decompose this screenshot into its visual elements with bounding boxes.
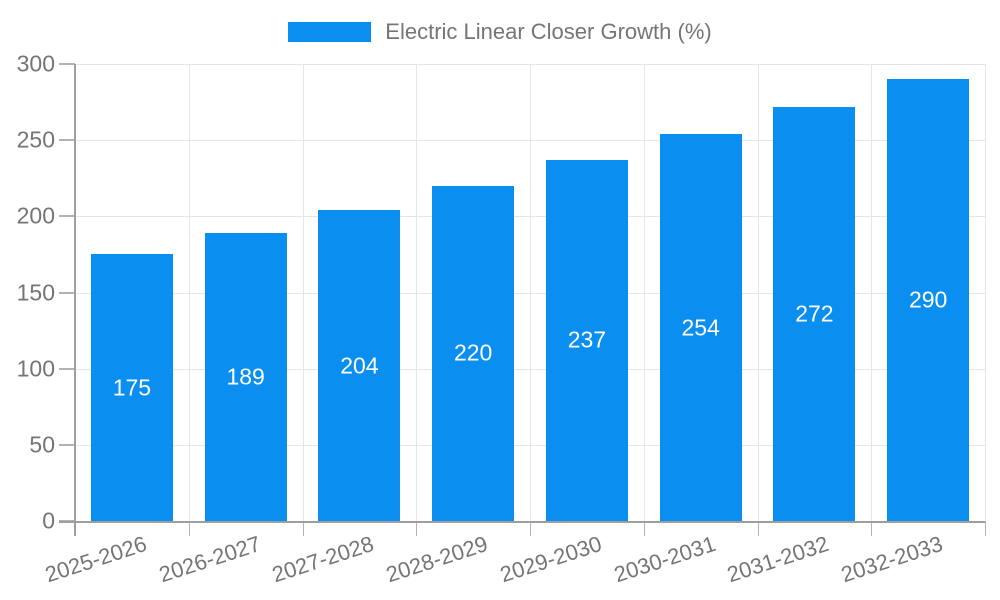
y-axis-label: 300 [16,50,55,77]
bar-2031-2032 [773,106,856,521]
y-axis-line [74,64,76,536]
y-tick [59,291,75,294]
x-gridline [757,64,759,521]
bar-value-label: 220 [453,339,493,366]
y-axis-label: 200 [16,202,55,229]
bar-value-label: 237 [567,326,607,353]
x-tick [643,521,645,536]
x-tick [416,521,418,536]
bar-2029-2030 [545,159,628,521]
x-tick [302,521,304,536]
legend-swatch [288,22,372,42]
y-axis-label: 250 [16,126,55,153]
bar-2027-2028 [318,210,401,521]
x-gridline [985,64,986,521]
x-gridline [643,64,645,521]
bar-2032-2033 [887,79,970,521]
bar-2025-2026 [90,254,173,521]
legend-label: Electric Linear Closer Growth (%) [385,19,712,44]
y-axis-label: 100 [16,355,55,382]
y-tick [59,215,75,218]
bar-2028-2029 [432,185,515,521]
bar-value-label: 175 [112,374,152,401]
y-tick [59,139,75,142]
bar-2026-2027 [204,233,287,521]
legend: Electric Linear Closer Growth (%) [0,19,1000,44]
x-gridline [416,64,418,521]
y-axis-label: 150 [16,279,55,305]
y-axis-label: 0 [42,507,55,534]
x-tick [530,521,531,536]
x-gridline [530,64,531,521]
bar-value-label: 204 [340,352,379,379]
x-tick [188,521,190,536]
bar-value-label: 290 [908,286,948,313]
bar-2030-2031 [659,134,742,521]
x-gridline [188,64,190,521]
bar-value-label: 254 [681,314,720,341]
bar-value-label: 272 [795,300,834,327]
bar-value-label: 189 [226,363,265,390]
y-tick [59,367,75,370]
x-tick [871,521,873,536]
x-axis-line [59,521,985,523]
x-gridline [302,64,304,521]
y-tick [59,443,75,446]
x-tick [985,521,986,536]
x-tick [757,521,759,536]
y-axis-label: 50 [29,431,55,458]
y-tick [59,63,75,65]
x-gridline [871,64,873,521]
